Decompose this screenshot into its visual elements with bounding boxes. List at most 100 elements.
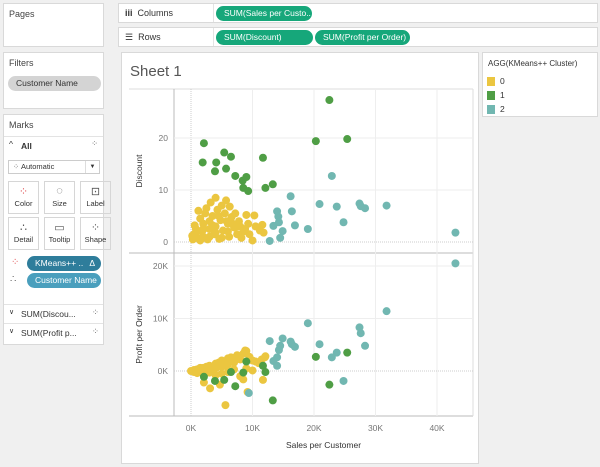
data-point-cluster-0 <box>211 364 220 373</box>
rows-pill-profit[interactable]: SUM(Profit per Order) <box>315 30 410 45</box>
data-point-cluster-1 <box>325 380 334 389</box>
marks-card-detail[interactable]: ∴ Detail <box>8 217 39 250</box>
divider <box>213 4 214 22</box>
data-point-cluster-0 <box>241 225 250 233</box>
data-point-cluster-0 <box>258 375 267 384</box>
y-axis-title: Profit per Order <box>134 305 144 364</box>
rows-pill-discount[interactable]: SUM(Discount) <box>216 30 313 45</box>
columns-shelf[interactable]: iii Columns SUM(Sales per Custo.. <box>118 3 598 23</box>
data-point-cluster-0 <box>242 210 251 219</box>
data-point-cluster-2 <box>265 236 274 245</box>
chevron-down-icon: ∨ <box>9 328 15 335</box>
data-point-cluster-0 <box>211 371 220 380</box>
data-point-cluster-0 <box>211 193 220 202</box>
data-point-cluster-0 <box>223 227 232 236</box>
data-point-cluster-0 <box>239 375 248 384</box>
data-point-cluster-2 <box>286 192 295 201</box>
data-point-cluster-0 <box>211 228 220 237</box>
data-point-cluster-0 <box>248 366 257 375</box>
shape-icon: ⁘ <box>91 307 99 317</box>
x-tick-label: 10K <box>245 423 260 433</box>
data-point-cluster-2 <box>290 342 299 351</box>
data-point-cluster-0 <box>202 204 211 213</box>
filters-panel[interactable]: Filters Customer Name <box>3 52 104 109</box>
legend-item-1[interactable]: 1 <box>487 90 505 101</box>
chevron-up-icon: ^ <box>9 139 13 149</box>
filters-title: Filters <box>9 58 34 68</box>
data-point-cluster-0 <box>217 233 226 242</box>
marks-subcard-discount[interactable]: ∨ SUM(Discou... ⁘ <box>4 304 103 323</box>
marks-card-shape[interactable]: ⁘ Shape <box>80 217 111 250</box>
scatter-chart[interactable]: 0K 10K 20K 30K 40K Sales per Customer 0 10 20 Dis… <box>122 53 480 465</box>
columns-label: iii Columns <box>125 8 174 18</box>
data-point-cluster-1 <box>242 357 251 366</box>
data-point-cluster-0 <box>208 212 217 220</box>
data-point-cluster-2 <box>303 319 312 328</box>
field-pill-customer-name[interactable]: Customer Name <box>27 273 101 288</box>
columns-icon: iii <box>125 8 133 18</box>
marks-all-header[interactable]: ^ All ⁘ <box>4 136 103 155</box>
color-legend: AGG(KMeans++ Cluster) 0 1 2 <box>482 52 598 117</box>
data-point-cluster-1 <box>258 361 267 370</box>
data-point-cluster-2 <box>451 259 460 268</box>
marks-card-size[interactable]: ◌ Size <box>44 181 75 214</box>
data-point-cluster-0 <box>205 365 214 374</box>
data-point-cluster-2 <box>274 346 283 354</box>
marks-card-color[interactable]: ⁘ Color <box>8 181 39 214</box>
pages-panel[interactable]: Pages <box>3 3 104 47</box>
size-icon: ◌ <box>56 185 63 197</box>
data-point-cluster-1 <box>242 173 251 181</box>
data-point-cluster-2 <box>303 225 312 233</box>
sheet-title: Sheet 1 <box>130 63 182 80</box>
legend-title: AGG(KMeans++ Cluster) <box>488 59 578 68</box>
data-point-cluster-2 <box>382 307 391 316</box>
x-axis-title: Sales per Customer <box>286 440 361 450</box>
shape-icon: ⁘ <box>91 139 98 148</box>
data-point-cluster-0 <box>261 352 270 361</box>
legend-swatch <box>487 91 495 101</box>
filter-pill-customer-name[interactable]: Customer Name <box>8 76 101 91</box>
data-point-cluster-2 <box>382 201 391 210</box>
data-point-cluster-2 <box>361 341 370 350</box>
mark-type-dropdown[interactable]: ⁘ Automatic ▼ <box>8 160 100 174</box>
data-point-cluster-2 <box>273 361 282 370</box>
data-point-cluster-0 <box>248 236 257 245</box>
detail-icon: ∴ <box>10 274 17 285</box>
marks-card-label[interactable]: ⊡ Label <box>80 181 111 214</box>
data-point-cluster-1 <box>261 368 270 377</box>
data-point-cluster-2 <box>244 389 253 398</box>
data-point-cluster-2 <box>356 329 365 338</box>
data-point-cluster-2 <box>276 233 285 242</box>
label-icon: ⊡ <box>90 186 101 198</box>
field-pill-kmeans[interactable]: KMeans++ .. Δ <box>27 256 101 271</box>
marks-subcard-profit[interactable]: ∨ SUM(Profit p... ⁘ <box>4 323 103 342</box>
data-point-cluster-2 <box>327 171 336 180</box>
marks-card-tooltip[interactable]: ▭ Tooltip <box>44 217 75 250</box>
data-point-cluster-2 <box>315 200 324 209</box>
data-point-cluster-2 <box>265 337 274 346</box>
data-point-cluster-0 <box>222 196 231 205</box>
color-icon: ⁘ <box>11 257 20 268</box>
data-point-cluster-0 <box>188 231 197 240</box>
y-tick-label: 20K <box>153 261 168 271</box>
tooltip-icon: ▭ <box>54 222 65 234</box>
data-point-cluster-2 <box>327 353 336 362</box>
data-point-cluster-0 <box>196 236 205 245</box>
data-point-cluster-1 <box>343 135 352 144</box>
data-point-cluster-2 <box>451 228 460 237</box>
legend-item-2[interactable]: 2 <box>487 104 505 115</box>
rows-shelf[interactable]: ☰ Rows SUM(Discount) SUM(Profit per Order… <box>118 27 598 47</box>
data-point-cluster-0 <box>199 225 208 233</box>
data-point-cluster-0 <box>225 202 234 211</box>
legend-item-0[interactable]: 0 <box>487 76 505 87</box>
x-tick-label: 20K <box>306 423 321 433</box>
data-point-cluster-2 <box>287 207 296 216</box>
data-point-cluster-0 <box>230 358 239 367</box>
data-point-cluster-0 <box>233 222 242 231</box>
columns-pill-sales[interactable]: SUM(Sales per Custo.. <box>216 6 312 21</box>
data-point-cluster-2 <box>278 227 287 236</box>
data-point-cluster-1 <box>261 183 270 192</box>
data-point-cluster-1 <box>199 139 208 148</box>
data-point-cluster-0 <box>231 209 240 218</box>
y-tick-label: 10K <box>153 314 168 324</box>
